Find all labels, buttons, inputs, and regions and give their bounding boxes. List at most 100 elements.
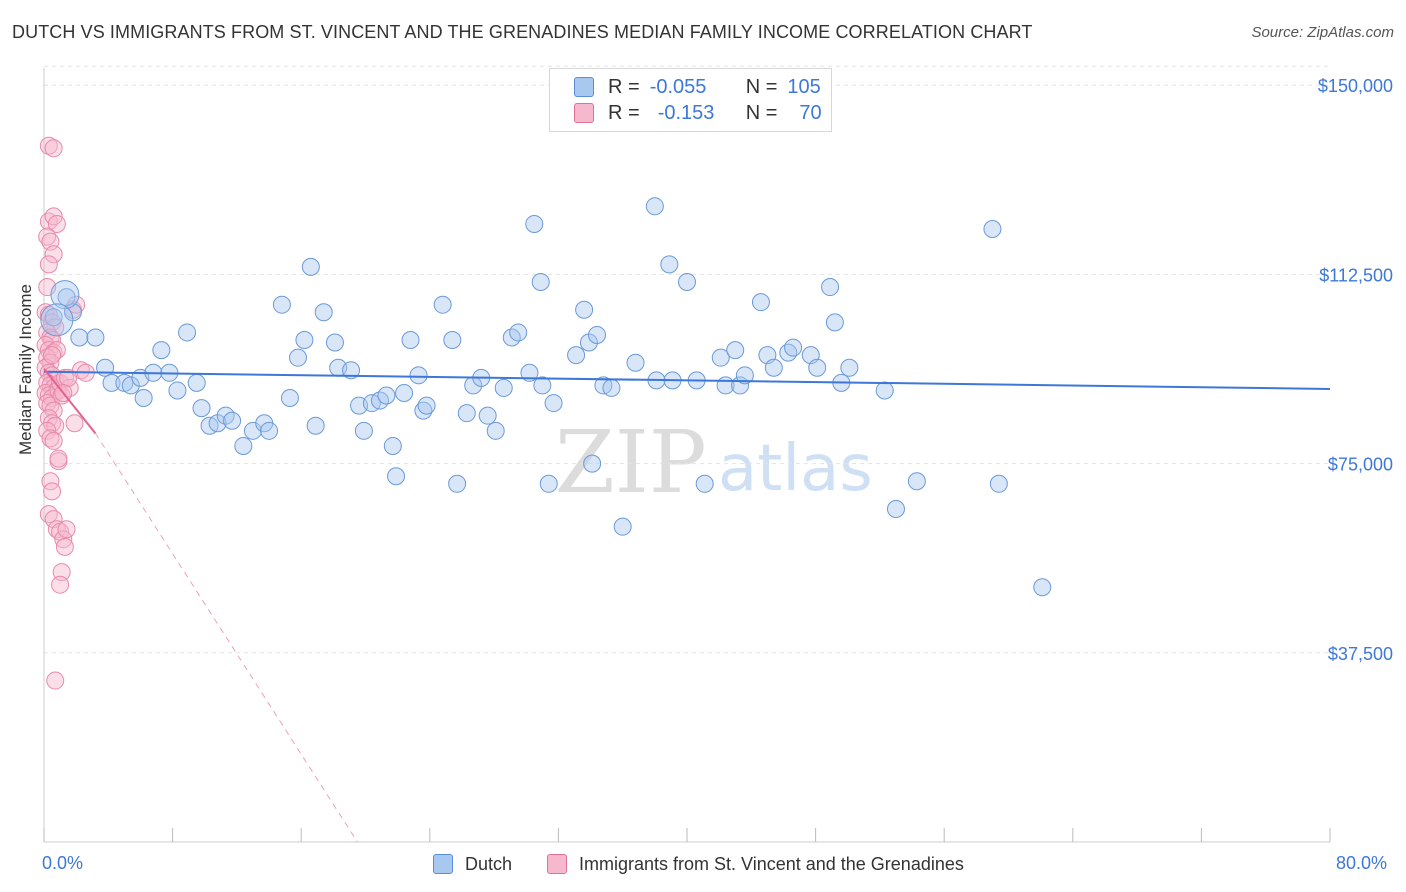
- svg-immigrants-point: [44, 431, 63, 450]
- dutch-cluster-point: [40, 303, 74, 337]
- svg-immigrants-point: [44, 245, 63, 264]
- dutch-point: [443, 331, 462, 350]
- dutch-point: [457, 404, 476, 423]
- dutch-point: [234, 436, 253, 455]
- legend-item-svg: Immigrants from St. Vincent and the Gren…: [547, 852, 964, 876]
- svg-immigrants-trend-extension: [95, 433, 358, 843]
- dutch-point: [306, 416, 325, 435]
- dutch-point: [989, 474, 1008, 493]
- dutch-point: [168, 381, 187, 400]
- y-tick-label: $150,000: [1318, 76, 1393, 96]
- dutch-point: [626, 353, 645, 372]
- legend-swatch-dutch: [433, 854, 453, 874]
- dutch-point: [301, 257, 320, 276]
- legend-swatch-svg: [547, 854, 567, 874]
- dutch-point: [764, 358, 783, 377]
- dutch-point: [825, 313, 844, 332]
- dutch-point: [414, 401, 433, 420]
- dutch-point: [660, 255, 679, 274]
- dutch-point: [57, 288, 76, 307]
- svg-immigrants-point: [38, 394, 57, 413]
- dutch-point: [96, 358, 115, 377]
- dutch-point: [86, 328, 105, 347]
- dutch-point: [520, 363, 539, 382]
- dutch-point: [325, 333, 344, 352]
- stats-legend: R = -0.055 N = 105 R = -0.153 N = 70: [549, 68, 832, 132]
- legend-swatch-svg: [574, 103, 594, 123]
- dutch-point: [295, 331, 314, 350]
- dutch-point: [448, 474, 467, 493]
- svg-immigrants-point: [44, 139, 63, 158]
- legend-n-value: 70: [799, 101, 822, 124]
- dutch-point: [575, 300, 594, 319]
- dutch-point: [409, 366, 428, 385]
- legend-r-label: R =: [608, 75, 640, 98]
- dutch-point: [383, 436, 402, 455]
- dutch-point: [387, 467, 406, 486]
- dutch-point: [134, 389, 153, 408]
- svg-immigrants-point: [46, 671, 65, 690]
- dutch-point: [102, 373, 121, 392]
- dutch-point: [417, 396, 436, 415]
- dutch-point: [983, 220, 1002, 239]
- series-legend: Dutch Immigrants from St. Vincent and th…: [0, 852, 1406, 876]
- svg-immigrants-point: [47, 214, 66, 233]
- svg-immigrants-point: [54, 530, 73, 549]
- dutch-point: [223, 411, 242, 430]
- y-tick-label: $37,500: [1328, 644, 1393, 664]
- dutch-cluster-point: [50, 280, 80, 310]
- svg-immigrants-point: [57, 520, 76, 539]
- dutch-point: [726, 341, 745, 360]
- svg-immigrants-point: [39, 136, 58, 155]
- svg-immigrants-trend-line: [43, 368, 97, 434]
- watermark-zip: ZIP: [555, 413, 707, 513]
- dutch-point: [288, 348, 307, 367]
- dutch-point: [711, 348, 730, 367]
- svg-immigrants-point: [41, 429, 60, 448]
- svg-immigrants-point: [49, 449, 68, 468]
- legend-item-dutch: Dutch: [433, 852, 512, 876]
- y-tick-label: $75,000: [1328, 455, 1393, 475]
- dutch-point: [1033, 578, 1052, 597]
- chart-title: DUTCH VS IMMIGRANTS FROM ST. VINCENT AND…: [12, 22, 1033, 42]
- dutch-point: [395, 383, 414, 402]
- y-axis-label: Median Family Income: [16, 283, 35, 455]
- dutch-point: [875, 381, 894, 400]
- dutch-point: [342, 361, 361, 380]
- svg-immigrants-point: [39, 255, 58, 274]
- dutch-point: [751, 293, 770, 312]
- dutch-point: [354, 421, 373, 440]
- legend-label-svg: Immigrants from St. Vincent and the Gren…: [579, 853, 964, 874]
- legend-swatch-dutch: [574, 77, 594, 97]
- dutch-point: [70, 328, 89, 347]
- dutch-point: [433, 295, 452, 314]
- dutch-point: [187, 373, 206, 392]
- legend-r-label: R =: [608, 101, 640, 124]
- watermark-atlas: atlas: [718, 432, 873, 506]
- legend-r-value: -0.055: [649, 75, 707, 98]
- dutch-point: [567, 346, 586, 365]
- dutch-point: [525, 214, 544, 233]
- dutch-point: [821, 278, 840, 297]
- dutch-point: [907, 472, 926, 491]
- legend-n-value: 105: [787, 75, 821, 98]
- legend-n-label: N =: [745, 101, 778, 124]
- dutch-point: [539, 474, 558, 493]
- dutch-point: [494, 378, 513, 397]
- legend-row-svg: R = -0.153 N = 70: [574, 100, 822, 126]
- dutch-point: [401, 331, 420, 350]
- dutch-point: [587, 325, 606, 344]
- dutch-trend-line: [43, 370, 1331, 390]
- dutch-point: [533, 376, 552, 395]
- dutch-point: [486, 421, 505, 440]
- dutch-point: [840, 358, 859, 377]
- chart-source: Source: ZipAtlas.com: [1251, 24, 1394, 41]
- svg-immigrants-point: [65, 414, 84, 433]
- svg-immigrants-point: [43, 482, 62, 501]
- dutch-point: [280, 389, 299, 408]
- dutch-point: [260, 421, 279, 440]
- dutch-point: [779, 343, 798, 362]
- dutch-point: [377, 386, 396, 405]
- dutch-point: [121, 376, 140, 395]
